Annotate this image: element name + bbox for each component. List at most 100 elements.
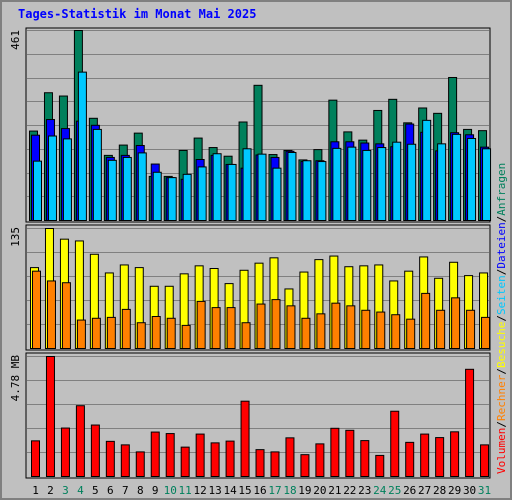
bar-volumen-day-5 — [90, 424, 100, 477]
bar-volumen-day-30 — [465, 368, 475, 477]
x-tick-label-day-14: 14 — [223, 484, 237, 497]
x-tick-label-day-6: 6 — [107, 484, 114, 497]
legend-separator: / — [495, 421, 508, 428]
bar-volumen-day-20 — [315, 443, 325, 477]
bar-volumen-day-22 — [345, 429, 355, 477]
bar-volumen-day-21 — [330, 427, 340, 477]
bar-rechner-day-31 — [481, 316, 491, 349]
x-tick-label-day-24: 24 — [373, 484, 387, 497]
bar-volumen-day-28 — [435, 437, 445, 477]
bar-volumen-day-13 — [210, 442, 220, 477]
x-tick-label-day-20: 20 — [313, 484, 326, 497]
x-tick-label-day-2: 2 — [47, 484, 54, 497]
x-tick-label-day-11: 11 — [179, 484, 192, 497]
bar-seiten-day-22 — [347, 146, 357, 221]
x-tick-label-day-18: 18 — [283, 484, 296, 497]
x-tick-label-day-12: 12 — [194, 484, 207, 497]
bar-rechner-day-1 — [32, 270, 41, 349]
bar-volumen-day-7 — [120, 444, 130, 477]
x-tick-label-day-31: 31 — [478, 484, 491, 497]
legend-separator: / — [495, 216, 508, 223]
bar-rechner-day-9 — [151, 316, 161, 349]
bar-volumen-day-29 — [450, 431, 460, 478]
bar-seiten-day-14 — [227, 163, 237, 221]
bar-seiten-day-20 — [317, 161, 327, 222]
bar-seiten-day-29 — [452, 133, 462, 222]
bar-volumen-day-2 — [45, 356, 55, 477]
x-tick-label-day-4: 4 — [77, 484, 84, 497]
legend-separator: / — [495, 315, 508, 322]
bar-seiten-day-31 — [482, 148, 492, 221]
panel-visits: 135 — [9, 224, 491, 351]
bar-seiten-day-10 — [167, 177, 177, 221]
chart-title: Tages-Statistik im Monat Mai 2025 — [18, 7, 257, 21]
bar-rechner-day-3 — [61, 282, 71, 350]
bar-seiten-day-9 — [152, 171, 162, 222]
bar-seiten-day-28 — [437, 143, 447, 221]
legend-item-besuche: Besuche — [495, 322, 508, 368]
bar-volumen-day-25 — [390, 410, 400, 477]
bar-seiten-day-15 — [242, 148, 252, 221]
bar-rechner-day-4 — [76, 319, 86, 349]
bar-volumen-day-6 — [105, 440, 115, 477]
bar-volumen-day-10 — [165, 433, 175, 478]
bar-seiten-day-5 — [92, 128, 102, 222]
x-tick-label-day-5: 5 — [92, 484, 99, 497]
bar-rechner-day-18 — [286, 305, 296, 350]
legend: Volumen/Rechner/Besuche/Seiten/Dateien/A… — [495, 163, 508, 474]
x-tick-label-day-27: 27 — [418, 484, 431, 497]
max-label-hits: 461 — [9, 30, 22, 50]
bar-seiten-day-25 — [392, 141, 402, 221]
legend-item-rechner: Rechner — [495, 374, 508, 421]
x-tick-label-day-19: 19 — [298, 484, 311, 497]
bar-volumen-day-18 — [285, 437, 295, 477]
x-tick-label-day-7: 7 — [122, 484, 129, 497]
bar-seiten-day-19 — [302, 160, 312, 222]
x-tick-label-day-10: 10 — [164, 484, 177, 497]
bar-seiten-day-12 — [197, 166, 207, 221]
bar-rechner-day-28 — [436, 309, 446, 349]
x-tick-label-day-8: 8 — [137, 484, 144, 497]
bar-rechner-day-30 — [466, 309, 476, 349]
legend-item-volumen: Volumen — [495, 428, 508, 474]
legend-item-dateien: Dateien — [495, 222, 508, 268]
x-tick-label-day-23: 23 — [358, 484, 371, 497]
bar-rechner-day-15 — [241, 322, 251, 350]
bar-rechner-day-16 — [256, 303, 266, 349]
x-tick-label-day-21: 21 — [328, 484, 341, 497]
bar-seiten-day-21 — [332, 147, 342, 222]
bar-rechner-day-17 — [271, 299, 281, 350]
bar-seiten-day-1 — [33, 160, 42, 221]
bar-seiten-day-24 — [377, 147, 387, 222]
bar-seiten-day-3 — [62, 138, 72, 221]
bar-seiten-day-13 — [212, 153, 222, 221]
bar-rechner-day-25 — [391, 314, 401, 350]
bar-seiten-day-7 — [122, 156, 132, 222]
max-label-volume: 4.78 MB — [9, 355, 22, 402]
bar-rechner-day-12 — [196, 300, 206, 349]
bar-rechner-day-7 — [121, 308, 131, 349]
bar-volumen-day-26 — [405, 441, 415, 477]
bar-rechner-day-23 — [361, 309, 371, 349]
bar-rechner-day-19 — [301, 317, 311, 349]
bar-seiten-day-4 — [77, 71, 87, 222]
x-tick-label-day-28: 28 — [433, 484, 446, 497]
legend-item-seiten: Seiten — [495, 275, 508, 315]
bar-rechner-day-21 — [331, 302, 341, 349]
bar-volumen-day-17 — [270, 451, 280, 478]
bar-rechner-day-26 — [406, 318, 416, 349]
x-tick-label-day-1: 1 — [32, 484, 39, 497]
bar-rechner-day-27 — [421, 292, 431, 349]
bar-seiten-day-6 — [107, 159, 117, 221]
legend-separator: / — [495, 368, 508, 375]
bar-seiten-day-2 — [47, 135, 57, 222]
bar-rechner-day-10 — [166, 317, 176, 349]
legend-item-anfragen: Anfragen — [495, 163, 508, 216]
bar-seiten-day-23 — [362, 149, 372, 221]
x-tick-label-day-3: 3 — [62, 484, 69, 497]
x-tick-label-day-17: 17 — [268, 484, 281, 497]
bar-volumen-day-15 — [240, 400, 250, 477]
bar-volumen-day-19 — [300, 454, 310, 477]
bar-rechner-day-14 — [226, 307, 236, 350]
bar-volumen-day-31 — [480, 444, 490, 477]
